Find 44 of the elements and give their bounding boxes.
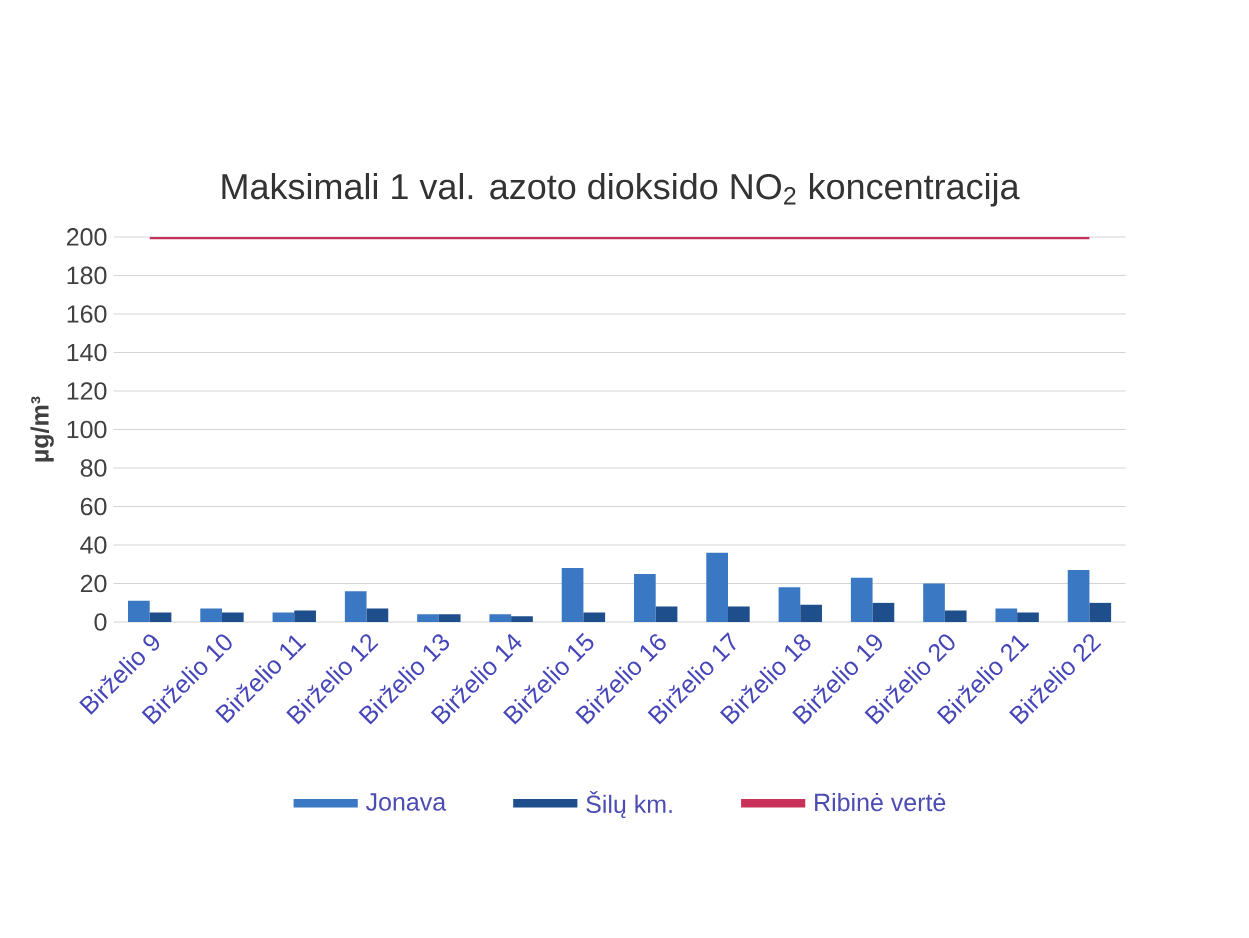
bar bbox=[417, 614, 439, 623]
bar bbox=[872, 602, 895, 623]
y-tick-label: 40 bbox=[80, 536, 107, 554]
bar bbox=[944, 610, 967, 623]
y-axis-title: µg/m³ bbox=[30, 396, 54, 462]
bar bbox=[511, 616, 533, 623]
y-tick-label: 180 bbox=[67, 266, 107, 285]
bar bbox=[294, 610, 316, 623]
bar bbox=[706, 552, 728, 623]
bar bbox=[1089, 602, 1112, 623]
bar bbox=[344, 591, 367, 623]
bar bbox=[128, 600, 150, 623]
bar bbox=[221, 612, 244, 623]
bar bbox=[728, 606, 750, 623]
bar bbox=[800, 604, 822, 623]
bar bbox=[583, 612, 606, 623]
y-tick-label: 60 bbox=[80, 497, 107, 516]
bar bbox=[200, 608, 222, 623]
legend-label: Jonava bbox=[365, 793, 447, 811]
bar bbox=[272, 612, 295, 623]
y-tick-label: 140 bbox=[67, 343, 107, 362]
legend-label: Šilų km. bbox=[586, 791, 672, 819]
bar bbox=[850, 577, 873, 623]
y-tick-label: 0 bbox=[94, 613, 107, 631]
bar bbox=[561, 568, 584, 623]
bar bbox=[1017, 612, 1039, 623]
y-tick-label: 160 bbox=[67, 305, 107, 323]
bar bbox=[149, 612, 172, 623]
chart-title: Maksimali 1 val. azoto dioksido NO$_{2}$ koncentracija bbox=[222, 173, 1020, 207]
bar bbox=[923, 583, 945, 623]
y-tick-label: 20 bbox=[80, 574, 107, 593]
bar bbox=[489, 614, 512, 623]
y-tick-label: 120 bbox=[67, 382, 107, 400]
bar bbox=[634, 573, 656, 623]
bar bbox=[438, 614, 461, 623]
legend-label: Ribinė vertė bbox=[815, 792, 946, 812]
bar bbox=[655, 606, 678, 623]
bar bbox=[366, 608, 389, 623]
bar bbox=[778, 587, 801, 623]
y-tick-label: 100 bbox=[67, 420, 107, 439]
bar bbox=[1067, 570, 1090, 623]
y-tick-label: 200 bbox=[66, 228, 107, 246]
y-tick-label: 80 bbox=[80, 459, 107, 477]
bar bbox=[995, 608, 1018, 623]
